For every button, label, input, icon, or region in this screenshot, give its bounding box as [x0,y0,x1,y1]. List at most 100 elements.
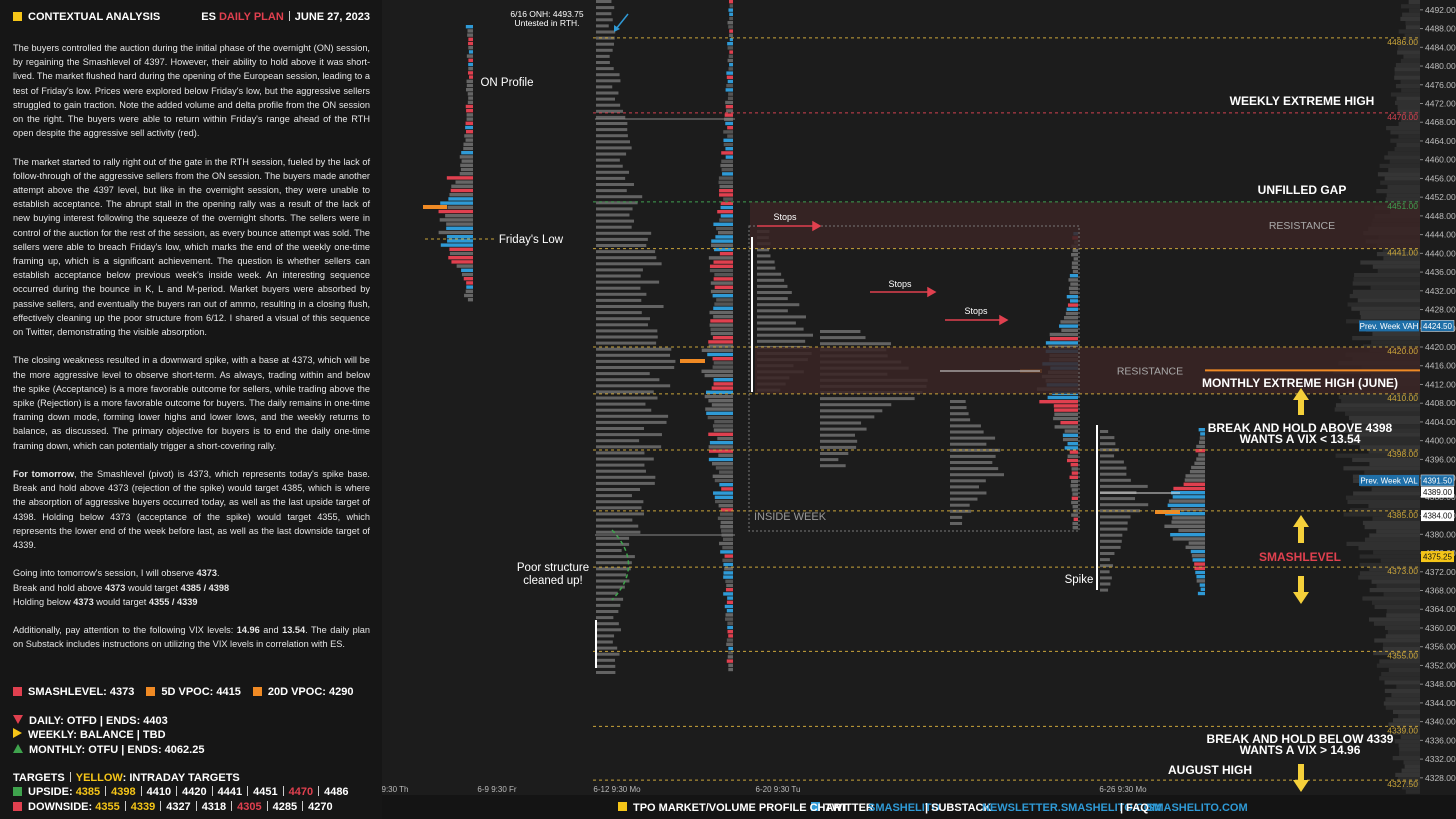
profile-bar [723,575,733,579]
profile-bar [1184,478,1205,482]
price-axis: 4492.00 4488.00 4484.00 4480.00 4476.00 4472.… [382,5,1456,794]
profile-bar [725,88,733,92]
tpo-row [950,430,984,434]
tpo-row [596,250,656,254]
profile-bar [712,424,733,428]
profile-bar [718,231,733,235]
profile-bar [446,226,473,230]
profile-bar [1073,257,1078,261]
profile-bar [1183,482,1205,486]
profile-bar [713,260,733,264]
profile-bar [714,478,733,483]
footer-text: SMASHELITO [868,802,940,814]
profile-bar [1398,29,1420,34]
profile-bar [1335,453,1420,458]
paragraph: Break and hold above 4373 would target 4… [13,581,370,595]
profile-bar [1354,273,1420,278]
profile-bar [1070,463,1078,467]
profile-bar [467,33,473,37]
annotation: Friday's Low [499,234,564,246]
profile-bar [468,75,473,79]
chart-background [382,0,1456,819]
y-tick-label: 4372.00 [1425,567,1456,577]
profile-bar [720,525,733,529]
profile-bar [725,147,733,151]
profile-bar [1195,570,1205,575]
profile-bar [713,382,733,386]
profile-bar [461,272,473,277]
profile-bar [724,604,733,609]
profile-bar [1397,46,1420,51]
profile-bar [1345,495,1420,500]
text-bold: 14.96 [236,625,260,636]
profile-bar [1399,747,1420,752]
profile-bar [728,67,733,71]
divider [195,800,197,811]
profile-bar [1377,172,1420,177]
profile-bar [455,180,473,184]
profile-bar [710,281,733,285]
tpo-row [596,494,632,498]
profile-bar [713,378,733,382]
profile-bar [1409,8,1420,13]
profile-bar [1067,458,1078,463]
targets-yellow: YELLOW [75,772,123,784]
profile-bar [1400,735,1420,740]
profile-bar [1384,688,1420,693]
footer-text: | SUBSTACK [925,802,991,814]
profile-bar [727,21,733,25]
profile-bar [720,205,733,210]
profile-bar [467,298,473,302]
profile-bar [728,54,733,58]
profile-bar [468,41,473,46]
tpo-row [820,415,875,419]
profile-bar [1371,487,1420,492]
tpo-row [596,549,622,552]
tpo-row [820,427,867,431]
target-label: DOWNSIDE: [28,800,93,813]
profile-bar [1394,71,1420,76]
tpo-row [596,597,624,601]
footer-text: SMASHELITO.COM [1147,802,1248,814]
profile-bar [1399,751,1420,756]
profile-bar [1405,37,1420,42]
profile-bar [1377,268,1420,273]
upside-targets: UPSIDE: 4385 4398 4410 4420 4441 4451 4470 4486 [13,785,349,799]
text-bold: 4373 [73,596,94,607]
profile-bar [723,592,733,596]
profile-bar [1394,147,1420,152]
profile-bar [709,310,733,315]
tpo-row [596,396,658,400]
profile-bar [1197,591,1205,596]
profile-bar [1395,772,1420,777]
profile-bar [1391,693,1420,698]
tpo-row [757,291,792,294]
profile-bar [715,235,733,239]
profile-bar [438,230,473,235]
profile-bar [1396,96,1420,101]
profile-bar [719,184,733,189]
profile-bar [1362,344,1420,349]
target-value: 4318 [201,800,227,813]
y-tick-label: 4472.00 [1425,98,1456,108]
profile-bar [1353,491,1420,496]
tpo-row [596,402,646,406]
tpo-row [596,463,645,467]
profile-bar [468,58,473,62]
tpo-row [596,140,631,144]
profile-bar [705,407,733,411]
profile-bar [720,512,733,516]
profile-bar [720,163,733,168]
paragraph: For tomorrow, the Smashlevel (pivot) is … [13,467,370,552]
profile-bar [709,323,733,327]
profile-bar [465,125,473,130]
y-tick-label: 4420.00 [1425,342,1456,352]
price-box-name-bg [1359,474,1419,486]
poc-mark [423,205,447,209]
profile-bar [451,184,473,188]
tpo-row [950,442,987,446]
profile-bar [727,625,733,630]
profile-bar [717,516,733,520]
profile-bar [1064,429,1078,433]
profile-bar [466,113,473,117]
